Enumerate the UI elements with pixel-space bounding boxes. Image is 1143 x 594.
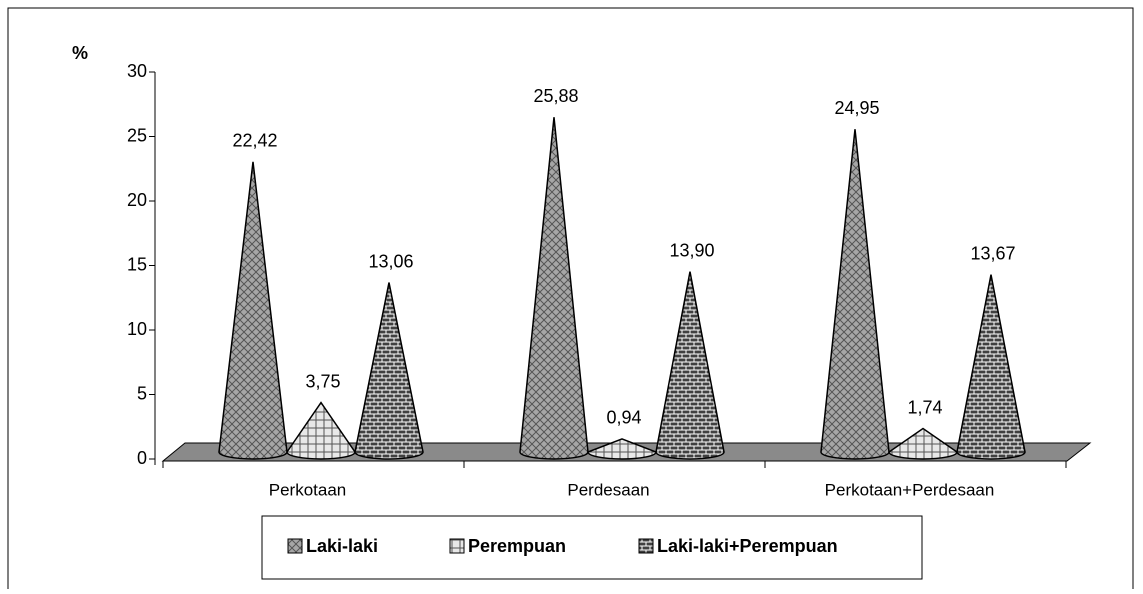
y-tick-label: 5 <box>137 383 147 403</box>
value-label: 3,75 <box>305 371 340 391</box>
legend-swatch <box>287 538 303 554</box>
legend-swatch <box>449 538 465 554</box>
y-tick-label: 10 <box>127 319 147 339</box>
cone <box>820 129 890 460</box>
cone <box>587 438 657 460</box>
value-label: 13,90 <box>669 240 714 260</box>
value-label: 13,67 <box>970 243 1015 263</box>
legend-swatch <box>638 538 654 554</box>
cone <box>956 274 1026 460</box>
value-label: 24,95 <box>834 98 879 118</box>
y-tick-label: 15 <box>127 254 147 274</box>
x-tick-label: Perkotaan <box>269 480 347 499</box>
cone <box>218 161 288 460</box>
y-tick-label: 20 <box>127 190 147 210</box>
y-tick-label: 25 <box>127 125 147 145</box>
legend-box <box>261 515 923 580</box>
frame <box>7 7 1134 594</box>
value-label: 22,42 <box>232 131 277 151</box>
legend-label: Laki-laki <box>306 536 378 556</box>
value-label: 13,06 <box>368 251 413 271</box>
value-label: 1,74 <box>907 397 942 417</box>
legend-label: Perempuan <box>468 536 566 556</box>
legend-label: Laki-laki+Perempuan <box>657 536 838 556</box>
y-tick-label: 0 <box>137 448 147 468</box>
value-label: 0,94 <box>606 408 641 428</box>
y-tick-label: 30 <box>127 61 147 81</box>
cone <box>888 427 958 460</box>
x-tick-label: Perdesaan <box>567 480 649 499</box>
value-label: 25,88 <box>533 86 578 106</box>
cone <box>519 117 589 460</box>
cone <box>655 271 725 460</box>
x-tick-label: Perkotaan+Perdesaan <box>825 480 995 499</box>
cone <box>354 282 424 460</box>
cone <box>286 401 356 460</box>
legend: Laki-laki Perempuan Laki-laki+Perempuan <box>261 515 923 580</box>
y-axis-label: % <box>72 43 88 63</box>
